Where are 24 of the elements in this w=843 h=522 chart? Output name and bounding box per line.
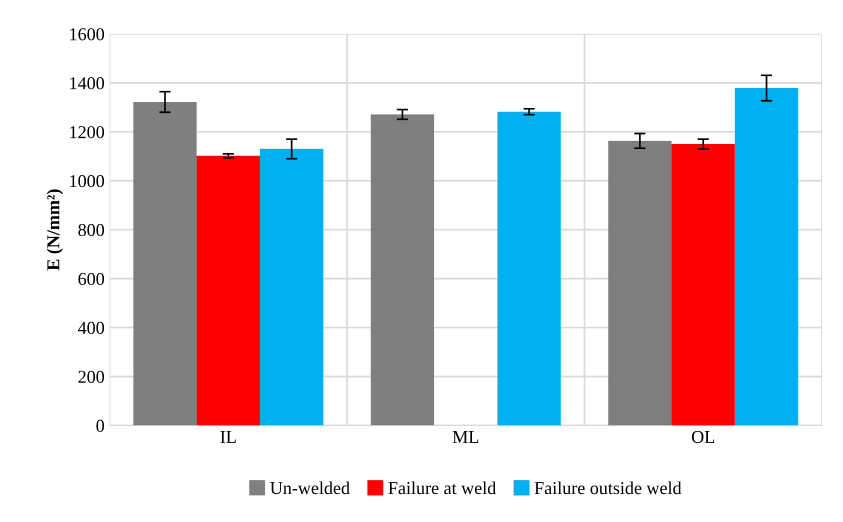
y-tick-label: 1200 [70,126,104,138]
bar [608,140,672,426]
legend-label: Un-welded [270,481,350,494]
bar [196,156,260,426]
y-axis-title: E (N/mm²) [46,189,64,270]
x-tick-label: ML [452,430,478,443]
y-tick-label: 400 [78,322,104,334]
legend-label: Failure outside weld [534,481,682,494]
legend-label: Failure at weld [388,481,496,494]
bar [133,102,197,426]
bar [734,88,798,426]
y-tick-label: 600 [78,272,104,286]
y-tick-label: 800 [78,224,104,236]
y-tick-label: 1600 [70,28,104,40]
bar [497,112,561,426]
x-tick-label: OL [692,430,714,443]
y-tick-label: 0 [96,420,104,432]
y-tick-label: 1400 [70,77,104,90]
bar [672,144,735,426]
bar [370,114,434,426]
bar [260,148,324,426]
y-tick-label: 200 [78,370,104,383]
y-tick-label: 1000 [70,175,104,188]
x-tick-label: IL [220,430,236,443]
